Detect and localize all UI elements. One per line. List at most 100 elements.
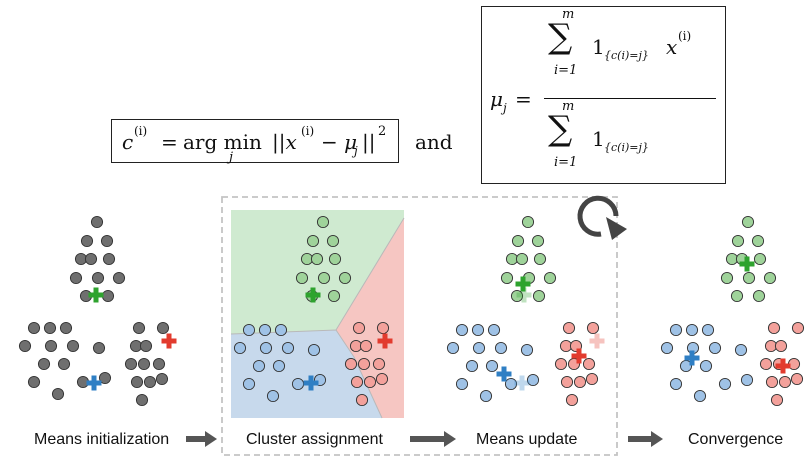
update-num-indicator-sub: {c(i)=j} bbox=[604, 49, 649, 62]
old-blue-centroid-v bbox=[519, 375, 525, 391]
update-den-indicator: 1 bbox=[592, 127, 605, 151]
red-centroid-v bbox=[382, 333, 388, 349]
right-arrow-shaft bbox=[410, 436, 446, 442]
data-point bbox=[363, 375, 377, 389]
data-point bbox=[669, 377, 683, 391]
old-green-centroid-v bbox=[521, 287, 527, 303]
right-arrow-head bbox=[444, 431, 456, 447]
data-point bbox=[130, 375, 144, 389]
right-arrow-icon bbox=[186, 431, 217, 447]
circular-arrow-head bbox=[606, 217, 627, 240]
blue-centroid bbox=[86, 375, 102, 391]
data-point bbox=[92, 341, 106, 355]
data-point bbox=[355, 393, 369, 407]
green-centroid-v bbox=[310, 287, 316, 303]
right-arrow-icon bbox=[628, 431, 663, 447]
data-point bbox=[740, 373, 754, 387]
red-centroid-v bbox=[780, 358, 786, 374]
green-centroid bbox=[739, 256, 755, 272]
formula-mu-sub: j bbox=[354, 144, 358, 158]
data-point bbox=[102, 252, 116, 266]
data-point bbox=[753, 252, 767, 266]
data-point bbox=[310, 252, 324, 266]
data-point bbox=[699, 359, 713, 373]
update-num-x-sup: (i) bbox=[678, 29, 692, 43]
old-green-centroid bbox=[516, 287, 532, 303]
data-point bbox=[742, 271, 756, 285]
green-centroid-v bbox=[744, 256, 750, 272]
data-point bbox=[718, 377, 732, 391]
update-num-x: x bbox=[666, 35, 678, 59]
circular-arrow-body bbox=[577, 195, 619, 237]
formula-minus-mu: − μ bbox=[321, 130, 358, 154]
data-point bbox=[27, 321, 41, 335]
data-point bbox=[560, 375, 574, 389]
green-centroid-v bbox=[93, 287, 99, 303]
data-point bbox=[129, 339, 143, 353]
data-point bbox=[152, 357, 166, 371]
data-point bbox=[725, 252, 739, 266]
formula-argmin-sub: j bbox=[229, 150, 234, 165]
red-centroid bbox=[377, 333, 393, 349]
assignment-formula: c (i) = arg min j ||x (i) − μ j || 2 bbox=[111, 119, 399, 165]
data-point bbox=[543, 271, 557, 285]
data-point bbox=[526, 373, 540, 387]
data-point bbox=[350, 375, 364, 389]
data-point bbox=[66, 339, 80, 353]
stage-label-update: Means update bbox=[476, 431, 578, 448]
old-red-centroid-v bbox=[594, 333, 600, 349]
stage-label-initialization: Means initialization bbox=[34, 431, 170, 448]
data-point bbox=[242, 323, 256, 337]
data-point bbox=[708, 341, 722, 355]
blue-centroid bbox=[303, 375, 319, 391]
data-point bbox=[565, 393, 579, 407]
data-point bbox=[155, 372, 169, 386]
blue-centroid bbox=[496, 366, 512, 382]
data-point bbox=[759, 357, 773, 371]
right-arrow-head bbox=[651, 431, 663, 447]
data-point bbox=[521, 215, 535, 229]
update-num-sum-bottom: i=1 bbox=[554, 63, 578, 78]
data-point bbox=[327, 289, 341, 303]
data-point bbox=[693, 389, 707, 403]
data-point bbox=[143, 375, 157, 389]
data-point bbox=[730, 289, 744, 303]
data-point bbox=[455, 323, 469, 337]
data-point bbox=[511, 234, 525, 248]
data-point bbox=[259, 341, 273, 355]
data-point bbox=[485, 359, 499, 373]
data-point bbox=[291, 377, 305, 391]
update-num-indicator: 1 bbox=[592, 35, 605, 59]
data-point bbox=[515, 252, 529, 266]
data-point bbox=[465, 359, 479, 373]
data-point bbox=[582, 357, 596, 371]
update-den-sum-top: m bbox=[562, 99, 575, 114]
data-point bbox=[328, 252, 342, 266]
green-centroid-v bbox=[520, 276, 526, 292]
data-point bbox=[562, 321, 576, 335]
data-point bbox=[272, 359, 286, 373]
formula-argmin: arg min bbox=[183, 130, 262, 154]
data-point bbox=[43, 321, 57, 335]
data-point bbox=[701, 323, 715, 337]
data-point bbox=[494, 341, 508, 355]
data-point bbox=[266, 389, 280, 403]
update-den-indicator-sub: {c(i)=j} bbox=[604, 141, 649, 154]
data-point bbox=[349, 339, 363, 353]
data-point bbox=[559, 339, 573, 353]
data-point bbox=[751, 234, 765, 248]
data-point bbox=[135, 393, 149, 407]
data-point bbox=[156, 321, 170, 335]
data-point bbox=[306, 234, 320, 248]
red-centroid bbox=[161, 333, 177, 349]
update-num-sum: ∑ bbox=[548, 17, 573, 57]
formula-norm-open: ||x bbox=[272, 130, 297, 154]
old-green-centroid-h bbox=[516, 292, 532, 298]
data-point bbox=[252, 359, 266, 373]
red-centroid bbox=[571, 348, 587, 364]
data-point bbox=[51, 387, 65, 401]
data-point bbox=[112, 271, 126, 285]
data-point bbox=[18, 339, 32, 353]
